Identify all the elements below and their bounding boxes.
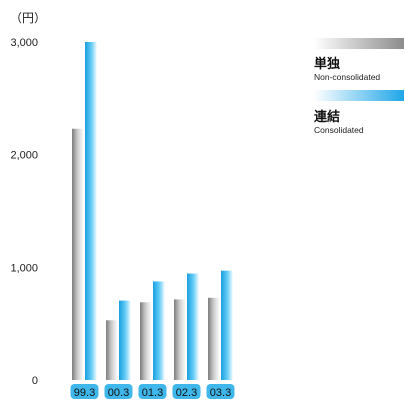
legend-swatch-consolidated xyxy=(314,90,404,101)
category-badge: 00.3 xyxy=(104,384,133,399)
y-tick-label: 2,000 xyxy=(10,150,38,162)
bar-consolidated xyxy=(119,300,131,380)
legend-sublabel-consolidated: Consolidated xyxy=(314,125,364,135)
legend-label-consolidated: 連結 xyxy=(314,109,340,124)
x-tick-label: 03.3 xyxy=(210,387,231,399)
category-badge: 02.3 xyxy=(172,384,201,399)
bar-non-consolidated xyxy=(208,297,220,380)
legend: 単独 Non-consolidated 連結 Consolidated xyxy=(314,38,404,135)
category-badge: 03.3 xyxy=(206,384,235,399)
y-tick-label: 0 xyxy=(32,375,38,387)
bar-consolidated xyxy=(221,270,233,380)
x-tick-label: 01.3 xyxy=(142,387,163,399)
legend-swatch-non-consolidated xyxy=(314,38,404,49)
y-tick-label: 1,000 xyxy=(10,262,38,274)
legend-label-non-consolidated: 単独 xyxy=(314,56,340,71)
bar-consolidated xyxy=(153,281,165,380)
x-tick-label: 00.3 xyxy=(108,387,129,399)
bar-consolidated xyxy=(85,42,97,380)
x-tick-label: 99.3 xyxy=(74,387,95,399)
y-tick-label: 3,000 xyxy=(10,37,38,49)
bar-consolidated xyxy=(187,273,199,380)
bar-non-consolidated xyxy=(106,320,118,380)
bar-non-consolidated xyxy=(174,299,186,380)
category-badge-bg xyxy=(172,384,201,399)
category-badge-bg xyxy=(70,384,99,399)
category-badge-bg xyxy=(104,384,133,399)
category-badge: 01.3 xyxy=(138,384,167,399)
bar-non-consolidated xyxy=(72,128,84,380)
x-tick-label: 02.3 xyxy=(176,387,197,399)
category-badge-bg xyxy=(138,384,167,399)
legend-sublabel-non-consolidated: Non-consolidated xyxy=(314,72,380,82)
category-badge-bg xyxy=(206,384,235,399)
category-badge: 99.3 xyxy=(70,384,99,399)
y-unit-label: （円） xyxy=(10,11,46,25)
bar-non-consolidated xyxy=(140,302,152,380)
